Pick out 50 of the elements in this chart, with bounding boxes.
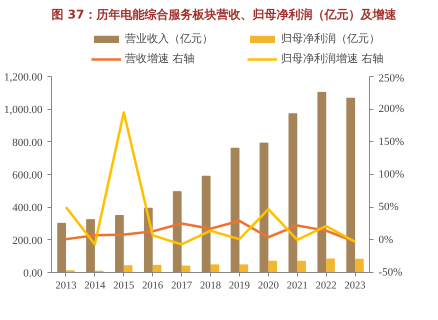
y-tick-label: 1,200.00 [4, 72, 43, 84]
bar [354, 258, 364, 272]
line-series [64, 220, 356, 244]
x-tick-label: 2014 [84, 280, 106, 292]
bar [202, 176, 211, 272]
bar [124, 265, 133, 272]
bar [152, 264, 162, 272]
legend-label: 归母净利润（亿元） [281, 31, 381, 46]
bar [115, 214, 124, 272]
bar [317, 92, 326, 272]
bar [297, 260, 306, 272]
bar [346, 98, 356, 272]
x-tick-label: 2019 [228, 280, 250, 292]
y2-tick-label: 250% [378, 72, 404, 84]
x-tick-label: 2018 [200, 280, 221, 292]
y2-tick-label: 0% [378, 234, 394, 246]
bar [260, 142, 268, 272]
bar [230, 148, 240, 272]
y2-tick-label: 100% [378, 168, 404, 180]
x-tick-label: 2021 [286, 280, 308, 292]
x-tick-label: 2022 [316, 280, 337, 292]
legend-label: 归母净利润增速 右轴 [281, 51, 384, 66]
bar [288, 113, 298, 272]
y-tick-label: 600.00 [12, 170, 43, 182]
y-tick-label: 200.00 [12, 234, 43, 247]
legend-label: 营收增速 右轴 [125, 51, 196, 66]
bar [172, 191, 182, 272]
x-tick-label: 2013 [55, 280, 76, 292]
y2-tick-label: -50% [378, 266, 402, 278]
y2-tick-label: 150% [378, 136, 404, 148]
x-tick-label: 2023 [344, 280, 366, 292]
y2-tick-label: 200% [378, 103, 404, 116]
legend-label: 营业收入（亿元） [125, 31, 214, 46]
bar [268, 260, 278, 272]
x-tick-label: 2020 [258, 280, 279, 292]
line-series [64, 111, 356, 246]
bar [239, 264, 248, 272]
bar [210, 264, 220, 272]
chart-title: 图 37：历年电能综合服务板块营收、归母净利润（亿元）及增速 [52, 8, 398, 22]
bar [182, 266, 190, 272]
y-tick-label: 0.00 [23, 268, 43, 280]
y-tick-label: 800.00 [12, 136, 43, 149]
x-tick-label: 2016 [142, 280, 164, 292]
y2-tick-label: 50% [378, 201, 399, 214]
x-tick-label: 2015 [113, 280, 134, 292]
bar [57, 222, 66, 272]
bar [326, 258, 335, 272]
y-tick-label: 400.00 [12, 202, 43, 214]
x-tick-label: 2017 [171, 280, 192, 292]
y-tick-label: 1,000.00 [4, 104, 43, 116]
